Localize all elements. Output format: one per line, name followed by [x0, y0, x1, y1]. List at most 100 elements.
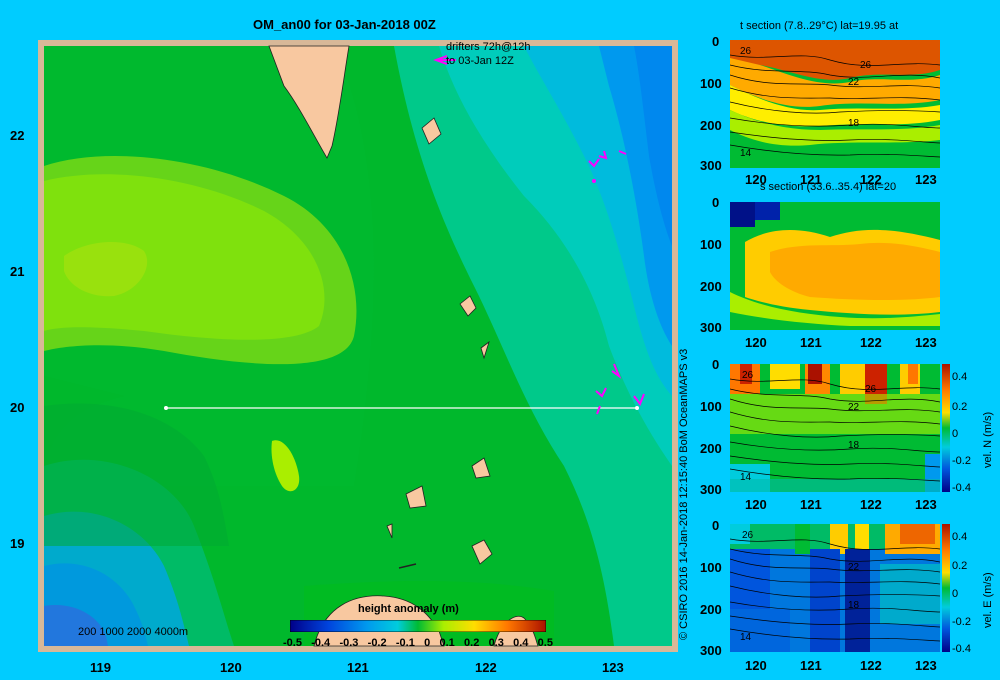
- colorbar-tick: 0.4: [952, 371, 968, 383]
- y-tick: 300: [700, 643, 722, 658]
- colorbar-label: vel. E (m/s): [982, 572, 994, 628]
- taiwan-landmass: [268, 45, 350, 159]
- y-tick: 200: [700, 441, 722, 456]
- colorbar-tick: -0.2: [952, 455, 971, 467]
- y-tick: 0: [712, 195, 720, 210]
- y-tick: 100: [700, 560, 722, 575]
- lon-tick: 122: [475, 660, 497, 675]
- contour-label: 22: [848, 402, 860, 413]
- x-tick: 123: [915, 172, 937, 187]
- x-tick: 123: [915, 335, 937, 350]
- lon-tick: 120: [220, 660, 242, 675]
- vel-north-panel: 26 26 22 18 14: [730, 364, 940, 492]
- lon-tick: 119: [90, 660, 111, 675]
- y-tick: 0: [712, 357, 720, 372]
- drifters-label-1: drifters 72h@12h: [446, 41, 531, 53]
- y-tick: 300: [700, 158, 722, 173]
- lat-tick: 19: [10, 536, 25, 551]
- colorbar-tick: -0.2: [367, 637, 387, 649]
- t-section-title: t section (7.8..29°C) lat=19.95 at: [740, 20, 899, 32]
- x-tick: 121: [800, 172, 822, 187]
- vel-north-colorbar: [942, 364, 950, 492]
- credit-text: © CSIRO 2016 14-Jan-2018 12:15:40 BoM Oc…: [678, 348, 690, 640]
- island: [386, 523, 393, 539]
- colorbar-tick: -0.4: [952, 482, 971, 494]
- lat-tick: 20: [10, 400, 25, 415]
- colorbar-tick: 0.3: [488, 637, 504, 649]
- x-tick: 120: [745, 497, 767, 512]
- y-tick: 0: [712, 34, 720, 49]
- height-anomaly-map: [38, 40, 678, 652]
- contour-label: 14: [740, 632, 752, 643]
- contour-label: 14: [740, 148, 752, 159]
- lat-tick: 21: [10, 264, 25, 279]
- contour-label: 26: [742, 370, 754, 381]
- drifters-label-2: to 03-Jan 12Z: [446, 55, 514, 67]
- colorbar-tick: 0.1: [439, 637, 455, 649]
- y-tick: 200: [700, 279, 722, 294]
- y-tick: 200: [700, 602, 722, 617]
- map-title: OM_an00 for 03-Jan-2018 00Z: [253, 17, 436, 32]
- contour-label: 18: [848, 600, 860, 611]
- x-tick: 120: [745, 172, 767, 187]
- island: [471, 457, 491, 479]
- y-tick: 0: [712, 518, 720, 533]
- contour-label: 26: [865, 384, 877, 395]
- colorbar-tick: 0.2: [464, 637, 480, 649]
- colorbar-label: vel. N (m/s): [982, 411, 994, 468]
- island: [471, 539, 493, 565]
- colorbar-tick: 0.5: [537, 637, 553, 649]
- island: [405, 485, 427, 509]
- colorbar-tick: 0.2: [952, 401, 968, 413]
- colorbar-tick: -0.4: [952, 643, 971, 655]
- colorbar-ticks: -0.5 -0.4 -0.3 -0.2 -0.1 0 0.1 0.2 0.3 0…: [283, 637, 553, 649]
- contour-label: 26: [860, 60, 872, 71]
- height-anomaly-colorbar: [290, 620, 546, 632]
- x-tick: 120: [745, 658, 767, 673]
- contour-label: 26: [742, 530, 754, 541]
- s-section-panel: [730, 202, 940, 330]
- island: [398, 563, 417, 569]
- island: [480, 340, 490, 360]
- x-tick: 123: [915, 658, 937, 673]
- colorbar-tick: 0.4: [513, 637, 529, 649]
- contour-label: 22: [848, 77, 860, 88]
- s-section-title: s section (33.6..35.4) lat=20: [760, 181, 897, 193]
- contour-label: 18: [848, 118, 860, 129]
- lon-tick: 123: [602, 660, 624, 675]
- x-tick: 121: [800, 658, 822, 673]
- colorbar-tick: -0.1: [395, 637, 415, 649]
- x-tick: 122: [860, 497, 882, 512]
- lon-tick: 121: [347, 660, 369, 675]
- x-tick: 120: [745, 335, 767, 350]
- y-tick: 100: [700, 399, 722, 414]
- contour-label: 26: [740, 46, 752, 57]
- x-tick: 122: [860, 335, 882, 350]
- y-tick: 100: [700, 76, 722, 91]
- colorbar-tick: -0.4: [311, 637, 331, 649]
- x-tick: 121: [800, 335, 822, 350]
- contour-label: 22: [848, 562, 860, 573]
- colorbar-title: height anomaly (m): [358, 603, 459, 615]
- colorbar-tick: -0.5: [283, 637, 302, 649]
- x-tick: 122: [860, 172, 882, 187]
- contour-label: 14: [740, 472, 752, 483]
- section-start-marker: [164, 406, 168, 410]
- y-tick: 200: [700, 118, 722, 133]
- drifter-arrows: [433, 55, 645, 415]
- drifter-position: [592, 179, 596, 183]
- section-end-marker: [635, 406, 639, 410]
- island: [421, 117, 442, 145]
- lat-tick: 22: [10, 128, 25, 143]
- colorbar-tick: 0.4: [952, 531, 968, 543]
- colorbar-tick: 0: [424, 637, 431, 649]
- vel-east-colorbar: [942, 524, 950, 652]
- vel-east-panel: 26 22 18 14: [730, 524, 940, 652]
- colorbar-tick: -0.2: [952, 616, 971, 628]
- t-section-panel: 26 26 22 18 14: [730, 40, 940, 168]
- colorbar-tick: -0.3: [339, 637, 359, 649]
- x-tick: 123: [915, 497, 937, 512]
- y-tick: 300: [700, 320, 722, 335]
- colorbar-tick: 0: [952, 428, 959, 440]
- depth-legend: 200 1000 2000 4000m: [78, 626, 189, 638]
